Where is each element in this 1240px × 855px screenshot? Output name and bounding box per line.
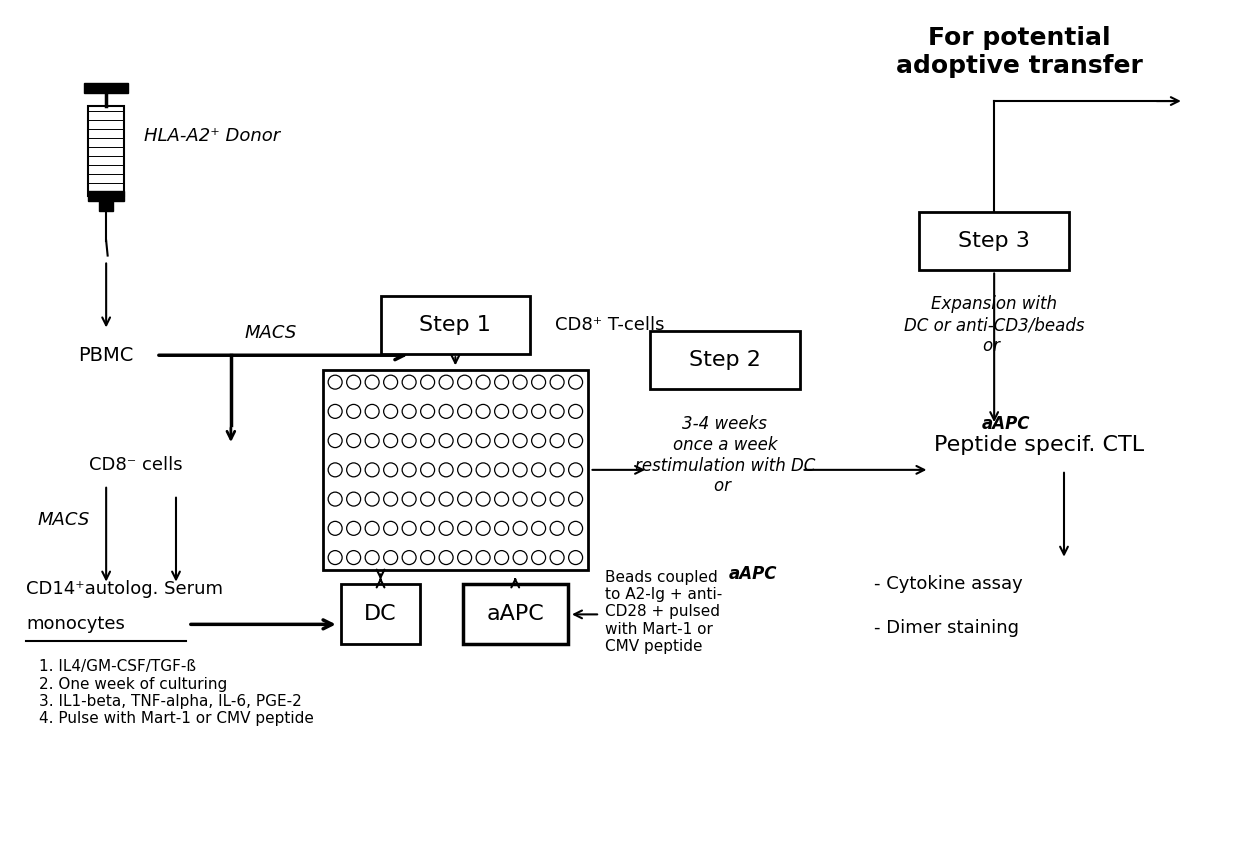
Bar — [88, 191, 124, 201]
FancyBboxPatch shape — [341, 585, 420, 645]
Text: Beads coupled
to A2-Ig + anti-
CD28 + pulsed
with Mart-1 or
CMV peptide: Beads coupled to A2-Ig + anti- CD28 + pu… — [605, 569, 722, 654]
Text: MACS: MACS — [37, 510, 89, 528]
Bar — [324, 370, 588, 569]
Text: - Dimer staining: - Dimer staining — [874, 619, 1019, 637]
Text: 3-4 weeks
once a week
restimulation with DC
or: 3-4 weeks once a week restimulation with… — [635, 415, 815, 495]
Text: Peptide specif. CTL: Peptide specif. CTL — [934, 435, 1145, 455]
Text: PBMC: PBMC — [78, 345, 134, 365]
Text: monocytes: monocytes — [26, 616, 125, 634]
FancyBboxPatch shape — [650, 332, 800, 389]
Text: CD8⁻ cells: CD8⁻ cells — [89, 456, 182, 474]
Text: aAPC: aAPC — [486, 604, 544, 624]
Text: Step 2: Step 2 — [689, 351, 760, 370]
Bar — [84, 83, 128, 93]
Text: Step 1: Step 1 — [419, 315, 491, 335]
Text: DC: DC — [365, 604, 397, 624]
Text: Expansion with
DC or anti-CD3/beads
or: Expansion with DC or anti-CD3/beads or — [904, 296, 1085, 355]
Text: For potential
adoptive transfer: For potential adoptive transfer — [895, 27, 1142, 78]
Text: - Cytokine assay: - Cytokine assay — [874, 575, 1023, 593]
Bar — [99, 198, 113, 210]
Text: aAPC: aAPC — [728, 564, 777, 582]
FancyBboxPatch shape — [381, 297, 531, 354]
FancyBboxPatch shape — [919, 212, 1069, 269]
Text: HLA-A2⁺ Donor: HLA-A2⁺ Donor — [144, 127, 280, 145]
Text: CD14⁺autolog. Serum: CD14⁺autolog. Serum — [26, 581, 223, 598]
Text: Step 3: Step 3 — [959, 231, 1030, 251]
FancyBboxPatch shape — [463, 585, 568, 645]
Text: MACS: MACS — [244, 324, 296, 342]
Text: 1. IL4/GM-CSF/TGF-ß
2. One week of culturing
3. IL1-beta, TNF-alpha, IL-6, PGE-2: 1. IL4/GM-CSF/TGF-ß 2. One week of cultu… — [40, 659, 314, 727]
Text: aAPC: aAPC — [982, 415, 1030, 433]
Text: CD8⁺ T-cells: CD8⁺ T-cells — [556, 316, 665, 334]
Bar — [88, 106, 124, 196]
